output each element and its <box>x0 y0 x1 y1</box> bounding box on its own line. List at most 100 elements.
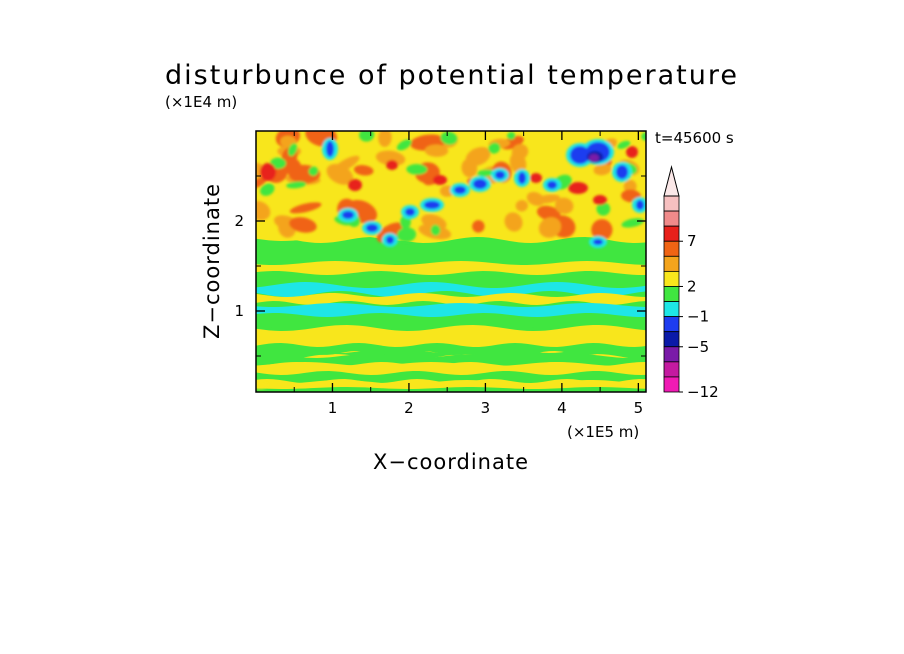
colorbar-swatch <box>663 225 680 242</box>
colorbar-swatch <box>663 331 680 348</box>
field-blob <box>353 165 374 176</box>
field-blob <box>589 154 599 162</box>
field-blob <box>326 141 334 157</box>
field-blob <box>342 211 354 219</box>
field-blob <box>386 160 398 170</box>
field-blob <box>591 219 613 241</box>
field-band <box>256 282 646 297</box>
field-band <box>256 362 646 376</box>
colorbar-swatch <box>663 301 680 318</box>
field-blob <box>288 143 298 157</box>
field-blob <box>536 205 561 221</box>
colorbar-swatch <box>663 286 680 302</box>
colorbar-label: 2 <box>687 277 697 295</box>
colorbar: 7 2 −1 −5 −12 <box>663 165 719 401</box>
colorbar-swatch <box>663 346 680 363</box>
field-blob <box>332 155 360 174</box>
field-blob <box>504 212 523 232</box>
field-blob <box>538 217 562 238</box>
field-blob <box>626 146 638 158</box>
y-axis-ticks: 12 <box>234 175 646 357</box>
field-blob <box>260 183 275 196</box>
field-blob <box>348 179 362 191</box>
colorbar-swatch <box>663 270 680 287</box>
colorbar-label: −12 <box>687 383 719 401</box>
field-blob <box>378 131 392 147</box>
field-band <box>256 261 646 275</box>
field-blob <box>530 173 542 183</box>
field-band <box>256 293 646 305</box>
colorbar-label: 7 <box>687 232 697 250</box>
x-axis-ticks: 1 2 3 4 5 <box>293 131 644 417</box>
field-band <box>256 371 646 383</box>
field-blob <box>593 195 607 205</box>
field-blob <box>260 163 276 181</box>
field-blob <box>256 381 268 389</box>
field-blob <box>424 144 449 157</box>
field-blob <box>465 147 491 167</box>
field-blob <box>396 139 412 151</box>
field-blob <box>526 191 545 206</box>
field-blob <box>593 239 603 245</box>
x-tick-label: 5 <box>634 399 644 417</box>
field-blob <box>570 146 590 164</box>
field-blob <box>623 179 637 194</box>
field-blob <box>515 199 528 212</box>
field-blob <box>518 172 526 184</box>
field-blob <box>366 224 378 232</box>
field-band <box>256 343 646 355</box>
colorbar-label: −1 <box>687 308 709 326</box>
field-blob <box>477 169 496 177</box>
field-blob <box>511 143 529 160</box>
field-band <box>256 131 646 187</box>
colorbar-swatch <box>663 316 680 333</box>
field-blob <box>386 236 394 244</box>
field-blob <box>256 200 271 221</box>
plot-frame <box>255 130 647 393</box>
field-blob <box>488 142 501 154</box>
colorbar-swatch <box>663 376 680 393</box>
chart-title: disturbunce of potential temperature <box>165 60 739 91</box>
field-blob <box>507 131 516 140</box>
field-blob <box>289 217 317 233</box>
field-blob <box>473 179 487 189</box>
colorbar-label: −5 <box>687 338 709 356</box>
field-blob <box>406 164 428 175</box>
colorbar-swatch <box>663 361 680 378</box>
colorbar-swatch <box>663 255 680 272</box>
field-blob <box>454 186 466 194</box>
field-blob <box>472 220 485 233</box>
field-blob <box>616 165 628 179</box>
x-axis-label: X−coordinate <box>373 450 529 474</box>
field-blob <box>554 197 574 214</box>
x-tick-label: 4 <box>557 399 567 417</box>
colorbar-extend-arrow <box>663 165 680 197</box>
colorbar-swatch <box>663 210 680 227</box>
field-blob <box>308 166 319 176</box>
field-blob <box>430 224 441 236</box>
field-blob <box>568 182 588 194</box>
field-blob <box>270 157 287 169</box>
field-blob <box>375 150 406 166</box>
colorbar-swatch <box>663 240 680 257</box>
x-tick-label: 2 <box>404 399 414 417</box>
x-unit-label: (×1E5 m) <box>567 423 639 441</box>
field-blob <box>596 202 611 216</box>
field-blob <box>593 163 612 176</box>
time-label: t=45600 s <box>655 129 734 147</box>
field-blob <box>397 227 417 243</box>
field-blob <box>289 202 322 214</box>
y-axis-label: Z−coordinate <box>200 183 224 339</box>
field-blobs <box>256 131 646 389</box>
field-band <box>256 303 646 317</box>
field-blob <box>636 200 644 210</box>
contour-field <box>256 131 646 392</box>
field-blob <box>405 208 415 216</box>
colorbar-swatch <box>663 195 680 212</box>
field-band <box>256 387 646 392</box>
field-blob <box>424 201 440 209</box>
field-blob <box>440 131 458 145</box>
x-tick-label: 1 <box>328 399 338 417</box>
field-blob <box>495 171 505 179</box>
